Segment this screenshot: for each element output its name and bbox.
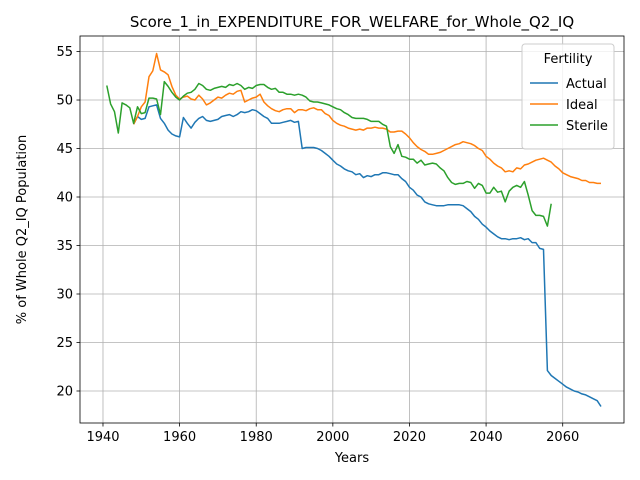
x-tick-label: 1940 [86, 430, 119, 445]
y-tick-label: 20 [56, 384, 73, 399]
plot-frame [79, 35, 625, 424]
y-tick-label: 35 [56, 239, 73, 254]
y-tick-label: 30 [56, 288, 73, 303]
legend-label: Actual [566, 77, 607, 92]
legend-items: Actual Ideal Sterile [530, 77, 608, 134]
x-axis-title: Years [334, 451, 370, 466]
y-tick-label: 45 [56, 142, 73, 157]
legend-item-sterile: Sterile [530, 119, 608, 134]
x-tick-label: 2060 [546, 430, 579, 445]
legend: Fertility Actual Ideal Sterile [521, 43, 615, 150]
x-tick-label: 1980 [240, 430, 273, 445]
legend-label: Sterile [566, 119, 608, 134]
legend-title: Fertility [544, 52, 593, 67]
y-tick-label: 25 [56, 336, 73, 351]
series-line-sterile [106, 80, 552, 227]
axis-ticks: 1940 1960 1980 2000 2020 2040 2060 20 25 30 35 40 45… [56, 45, 579, 445]
series-line-actual [132, 104, 602, 407]
y-tick-label: 55 [56, 45, 73, 60]
y-axis-title: % of Whole Q2_IQ Population [15, 135, 30, 324]
legend-label: Ideal [566, 98, 598, 113]
y-tick-label: 50 [56, 94, 73, 109]
x-tick-label: 2020 [393, 430, 426, 445]
x-tick-label: 2040 [470, 430, 503, 445]
grid [80, 36, 624, 423]
series-line-ideal [132, 52, 601, 185]
legend-item-actual: Actual [530, 77, 607, 92]
chart-title: Score_1_in_EXPENDITURE_FOR_WELFARE_for_W… [130, 13, 574, 32]
series-lines [106, 52, 602, 407]
legend-box [521, 43, 615, 150]
legend-item-ideal: Ideal [530, 98, 598, 113]
x-tick-label: 1960 [163, 430, 196, 445]
y-tick-label: 40 [56, 191, 73, 206]
x-tick-label: 2000 [316, 430, 349, 445]
